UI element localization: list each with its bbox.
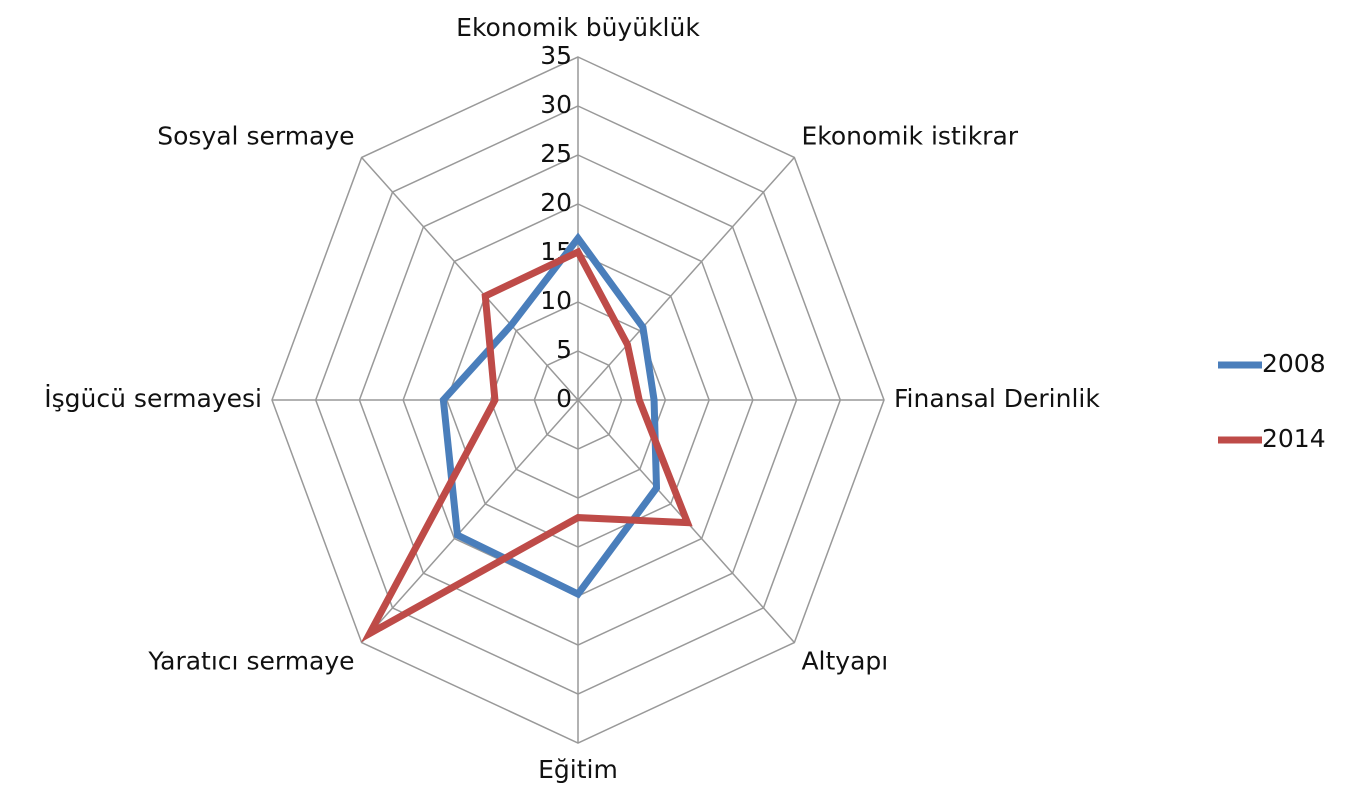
axis-label: Eğitim	[538, 755, 618, 784]
spoke	[577, 156, 795, 401]
tick-label: 30	[540, 90, 572, 119]
legend-label: 2014	[1262, 424, 1326, 453]
tick-label: 0	[556, 384, 572, 413]
axis-label: Altyapı	[801, 646, 888, 675]
axis-label: İşgücü sermayesi	[44, 384, 262, 413]
legend-label: 2008	[1262, 349, 1326, 378]
axis-label: Ekonomik büyüklük	[456, 13, 700, 42]
tick-label: 20	[540, 188, 572, 217]
tick-label: 35	[540, 41, 572, 70]
spoke	[361, 156, 579, 401]
series-line	[360, 247, 693, 643]
axis-label: Finansal Derinlik	[894, 384, 1100, 413]
tick-label: 25	[540, 139, 572, 168]
axis-label: Yaratıcı sermaye	[147, 646, 354, 675]
spoke	[361, 399, 579, 644]
axis-label: Ekonomik istikrar	[801, 122, 1018, 151]
tick-label: 10	[540, 286, 572, 315]
tick-label: 5	[556, 335, 572, 364]
axis-label: Sosyal sermaye	[157, 122, 354, 151]
